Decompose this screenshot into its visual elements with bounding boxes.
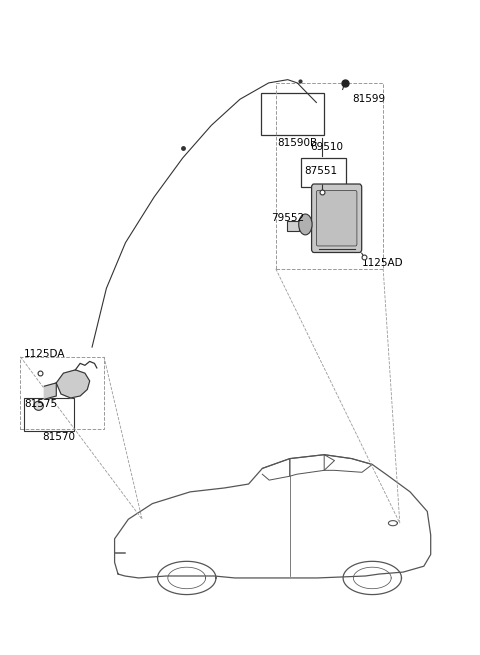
Bar [262, 93, 324, 135]
Text: 81570: 81570 [42, 432, 75, 442]
FancyBboxPatch shape [316, 191, 357, 246]
Text: 81590B: 81590B [277, 138, 317, 148]
Polygon shape [44, 383, 56, 400]
Text: 81599: 81599 [352, 94, 385, 104]
Bar [301, 158, 347, 187]
Bar [21, 357, 104, 428]
Polygon shape [56, 370, 90, 398]
Text: 1125AD: 1125AD [362, 258, 403, 269]
Ellipse shape [34, 402, 43, 410]
Bar [276, 83, 383, 269]
Text: 81575: 81575 [24, 400, 58, 409]
Text: 79552: 79552 [271, 214, 304, 223]
Text: 69510: 69510 [310, 141, 343, 151]
Text: 87551: 87551 [304, 166, 337, 176]
Bar [287, 221, 299, 231]
Text: 1125DA: 1125DA [24, 348, 66, 358]
FancyBboxPatch shape [312, 184, 362, 252]
Bar [24, 398, 74, 430]
Ellipse shape [299, 214, 312, 235]
